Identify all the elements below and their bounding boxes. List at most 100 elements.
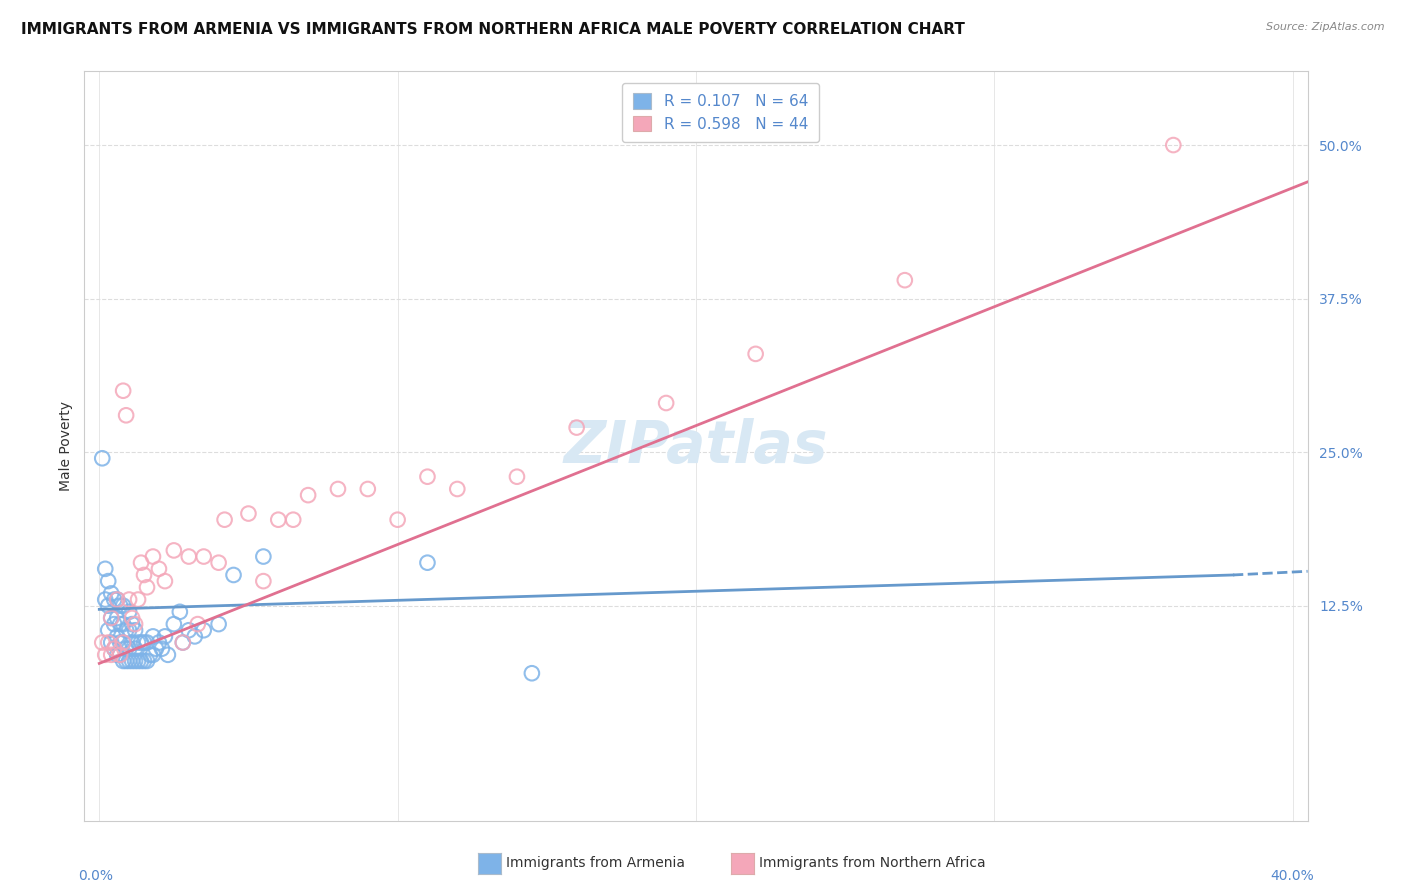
Point: [118, 592, 141, 607]
Point: [103, 592, 125, 607]
Point: [115, 641, 138, 656]
Point: [97, 599, 120, 613]
Point: [387, 513, 409, 527]
Point: [94, 648, 117, 662]
Point: [145, 641, 167, 656]
Point: [108, 648, 131, 662]
Point: [127, 592, 149, 607]
Point: [94, 562, 117, 576]
Point: [112, 635, 135, 649]
Point: [112, 599, 135, 613]
Point: [105, 592, 128, 607]
Point: [172, 635, 194, 649]
Point: [163, 617, 186, 632]
Point: [148, 562, 170, 576]
Point: [94, 592, 117, 607]
Point: [129, 654, 152, 668]
Point: [100, 611, 122, 625]
Legend: R = 0.107   N = 64, R = 0.598   N = 44: R = 0.107 N = 64, R = 0.598 N = 44: [623, 83, 818, 142]
Point: [121, 654, 143, 668]
Point: [129, 635, 152, 649]
Point: [222, 568, 245, 582]
Point: [108, 599, 131, 613]
Point: [163, 543, 186, 558]
Point: [118, 624, 141, 638]
Point: [115, 409, 138, 423]
Point: [100, 611, 122, 625]
Point: [142, 648, 165, 662]
Point: [416, 556, 439, 570]
Point: [156, 648, 179, 662]
Point: [193, 549, 215, 564]
Point: [1163, 138, 1185, 153]
Point: [103, 617, 125, 632]
Point: [112, 384, 135, 398]
Point: [357, 482, 380, 496]
Point: [103, 641, 125, 656]
Text: 40.0%: 40.0%: [1270, 870, 1313, 883]
Point: [118, 654, 141, 668]
Point: [169, 605, 191, 619]
Point: [655, 396, 678, 410]
Point: [100, 648, 122, 662]
Point: [124, 624, 146, 638]
Point: [97, 624, 120, 638]
Point: [187, 617, 209, 632]
Point: [118, 605, 141, 619]
Point: [214, 513, 236, 527]
Point: [115, 654, 138, 668]
Point: [520, 666, 543, 681]
Point: [136, 580, 159, 594]
Text: IMMIGRANTS FROM ARMENIA VS IMMIGRANTS FROM NORTHERN AFRICA MALE POVERTY CORRELAT: IMMIGRANTS FROM ARMENIA VS IMMIGRANTS FR…: [21, 22, 965, 37]
Point: [105, 611, 128, 625]
Point: [207, 556, 229, 570]
Point: [184, 629, 207, 643]
Point: [132, 635, 155, 649]
Point: [132, 568, 155, 582]
Point: [105, 592, 128, 607]
Point: [136, 654, 159, 668]
Point: [127, 654, 149, 668]
Point: [193, 624, 215, 638]
Point: [121, 635, 143, 649]
Point: [283, 513, 305, 527]
Point: [105, 629, 128, 643]
Text: Source: ZipAtlas.com: Source: ZipAtlas.com: [1267, 22, 1385, 32]
Point: [100, 586, 122, 600]
Point: [97, 635, 120, 649]
Point: [565, 420, 588, 434]
Point: [112, 617, 135, 632]
Point: [112, 654, 135, 668]
Point: [127, 635, 149, 649]
Point: [153, 629, 176, 643]
Point: [121, 611, 143, 625]
Point: [108, 617, 131, 632]
Point: [894, 273, 917, 287]
Point: [446, 482, 468, 496]
Point: [252, 549, 274, 564]
Text: Immigrants from Armenia: Immigrants from Armenia: [506, 856, 685, 871]
Text: 0.0%: 0.0%: [79, 870, 114, 883]
Point: [142, 629, 165, 643]
Point: [139, 648, 162, 662]
Point: [136, 635, 159, 649]
Text: Immigrants from Northern Africa: Immigrants from Northern Africa: [759, 856, 986, 871]
Point: [132, 654, 155, 668]
Point: [108, 635, 131, 649]
Point: [115, 624, 138, 638]
Point: [142, 549, 165, 564]
Point: [118, 641, 141, 656]
Point: [238, 507, 260, 521]
Point: [112, 635, 135, 649]
Point: [100, 635, 122, 649]
Point: [97, 574, 120, 588]
Point: [172, 635, 194, 649]
Point: [177, 624, 200, 638]
Point: [153, 574, 176, 588]
Point: [91, 635, 114, 649]
Point: [103, 641, 125, 656]
Point: [506, 469, 529, 483]
Point: [252, 574, 274, 588]
Point: [267, 513, 290, 527]
Point: [207, 617, 229, 632]
